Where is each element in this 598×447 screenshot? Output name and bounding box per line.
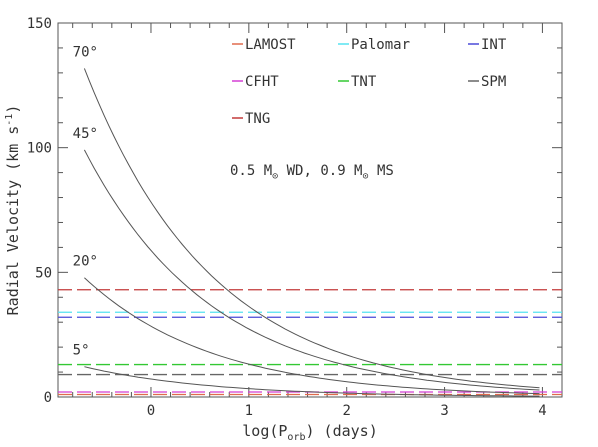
legend-label: SPM bbox=[481, 74, 506, 90]
velocity-curves bbox=[83, 68, 540, 397]
y-tick-label: 50 bbox=[35, 265, 52, 281]
x-tick-label: 2 bbox=[342, 403, 350, 419]
curve-20deg bbox=[84, 277, 540, 395]
y-tick-label: 150 bbox=[27, 16, 52, 32]
x-tick-label: 3 bbox=[440, 403, 448, 419]
curve-label: 45° bbox=[73, 126, 98, 142]
x-axis-label: log(Porb) (days) bbox=[242, 422, 377, 443]
x-tick-label: 4 bbox=[538, 403, 546, 419]
legend-label: CFHT bbox=[245, 74, 279, 90]
curve-label: 5° bbox=[73, 343, 90, 359]
curve-label: 20° bbox=[73, 254, 98, 270]
curve-70deg bbox=[83, 68, 540, 389]
y-tick-label: 0 bbox=[44, 390, 52, 406]
legend-label: LAMOST bbox=[245, 37, 296, 53]
legend: LAMOST Palomar INT CFHT TNT SPM TNG bbox=[232, 37, 507, 127]
curve-5deg bbox=[84, 366, 540, 397]
x-tick-label: 1 bbox=[245, 403, 253, 419]
plot-frame bbox=[57, 22, 563, 398]
legend-label: Palomar bbox=[351, 37, 410, 53]
axes: 0 1 2 3 4 0 50 100 150 bbox=[27, 16, 563, 419]
legend-label: TNT bbox=[351, 74, 377, 90]
y-tick-label: 100 bbox=[27, 141, 52, 157]
legend-label: INT bbox=[481, 37, 507, 53]
curve-label: 70° bbox=[73, 44, 98, 60]
curve-45deg bbox=[83, 149, 540, 391]
curve-labels: 70° 45° 20° 5° bbox=[73, 44, 98, 358]
mass-annotation: 0.5 M⊙ WD, 0.9 M⊙ MS bbox=[230, 163, 394, 182]
x-tick-label: 0 bbox=[147, 403, 155, 419]
legend-label: TNG bbox=[245, 111, 270, 127]
threshold-lines bbox=[58, 289, 562, 396]
y-axis-label: Radial Velocity (km s-1) bbox=[4, 105, 22, 316]
